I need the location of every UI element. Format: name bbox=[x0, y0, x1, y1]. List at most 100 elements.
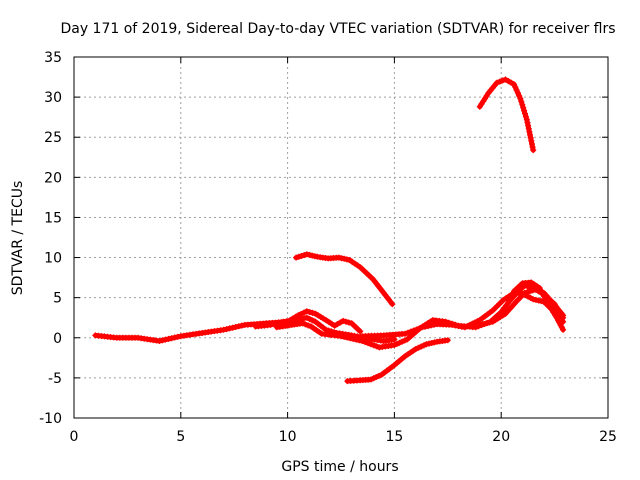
chart-title: Day 171 of 2019, Sidereal Day-to-day VTE… bbox=[60, 21, 615, 37]
data-point-marker bbox=[418, 343, 425, 350]
data-point-marker bbox=[512, 84, 519, 91]
data-point-marker bbox=[220, 326, 227, 333]
series-arc-9 bbox=[476, 76, 537, 154]
data-point-marker bbox=[370, 342, 377, 349]
data-point-marker bbox=[516, 92, 523, 99]
data-point-marker bbox=[356, 337, 363, 344]
y-tick-label: 5 bbox=[53, 291, 62, 307]
data-point-marker bbox=[235, 323, 242, 330]
data-point-marker bbox=[444, 337, 451, 344]
data-point-marker bbox=[344, 334, 351, 341]
data-point-marker bbox=[486, 319, 493, 326]
data-point-marker bbox=[270, 321, 277, 328]
data-point-marker bbox=[343, 318, 349, 325]
data-point-marker bbox=[496, 78, 503, 85]
data-point-marker bbox=[362, 339, 369, 346]
data-point-marker bbox=[529, 287, 536, 294]
data-point-marker bbox=[347, 335, 354, 342]
data-point-marker bbox=[410, 327, 417, 334]
data-point-marker bbox=[560, 326, 567, 333]
y-tick-label: 15 bbox=[44, 210, 62, 226]
data-point-marker bbox=[511, 81, 517, 88]
data-point-marker bbox=[375, 372, 382, 379]
data-point-marker bbox=[517, 95, 524, 102]
data-point-marker bbox=[350, 335, 357, 342]
series-arc-6 bbox=[511, 279, 567, 333]
y-tick-label: 35 bbox=[44, 50, 62, 66]
x-tick-label: 10 bbox=[279, 429, 297, 445]
data-point-marker bbox=[416, 325, 423, 332]
data-point-marker bbox=[367, 376, 374, 383]
x-axis-title: GPS time / hours bbox=[281, 459, 398, 475]
data-point-marker bbox=[267, 321, 274, 328]
data-series bbox=[92, 76, 567, 385]
data-point-marker bbox=[415, 344, 422, 351]
data-point-marker bbox=[527, 288, 533, 295]
data-point-marker bbox=[309, 317, 316, 324]
data-point-marker bbox=[560, 312, 567, 319]
y-tick-label: 30 bbox=[44, 90, 62, 106]
data-point-marker bbox=[229, 324, 236, 331]
data-point-marker bbox=[223, 326, 230, 333]
y-tick-label: 0 bbox=[53, 331, 62, 347]
data-point-marker bbox=[159, 337, 166, 344]
series-arc-7 bbox=[344, 337, 451, 385]
data-point-marker bbox=[476, 321, 483, 328]
data-point-marker bbox=[499, 77, 506, 84]
grid-lines bbox=[74, 57, 608, 418]
data-point-marker bbox=[529, 144, 536, 150]
x-tick-label: 20 bbox=[492, 429, 510, 445]
data-point-marker bbox=[431, 321, 438, 328]
y-axis-title: SDTVAR / TECUs bbox=[10, 181, 26, 296]
y-tick-label: -5 bbox=[48, 371, 62, 387]
data-point-marker bbox=[413, 326, 420, 333]
data-point-marker bbox=[373, 343, 380, 350]
data-point-marker bbox=[522, 113, 529, 120]
x-tick-label: 15 bbox=[385, 429, 403, 445]
data-point-marker bbox=[472, 324, 479, 331]
data-point-marker bbox=[165, 335, 172, 342]
data-point-marker bbox=[513, 87, 520, 94]
data-point-marker bbox=[305, 322, 312, 329]
data-point-marker bbox=[174, 333, 181, 340]
data-point-marker bbox=[407, 328, 414, 335]
data-point-marker bbox=[340, 317, 347, 324]
data-point-marker bbox=[298, 253, 305, 259]
data-point-marker bbox=[527, 131, 533, 138]
data-point-marker bbox=[530, 147, 537, 154]
data-point-marker bbox=[299, 320, 306, 327]
data-point-marker bbox=[493, 79, 500, 86]
data-point-marker bbox=[302, 321, 309, 328]
data-point-marker bbox=[521, 289, 528, 296]
y-tick-label: -10 bbox=[39, 411, 62, 427]
data-point-marker bbox=[404, 329, 411, 336]
data-point-marker bbox=[353, 336, 360, 343]
data-point-marker bbox=[367, 341, 374, 348]
data-point-marker bbox=[514, 89, 521, 96]
data-point-marker bbox=[373, 374, 380, 381]
data-point-marker bbox=[528, 137, 535, 144]
data-point-marker bbox=[168, 335, 175, 342]
data-point-marker bbox=[295, 253, 302, 260]
data-point-marker bbox=[323, 326, 329, 333]
data-point-marker bbox=[309, 309, 316, 316]
data-point-marker bbox=[162, 336, 169, 343]
data-point-marker bbox=[238, 322, 245, 329]
data-point-marker bbox=[525, 125, 532, 132]
data-point-marker bbox=[357, 328, 364, 335]
data-point-marker bbox=[391, 336, 398, 343]
data-point-marker bbox=[303, 308, 310, 315]
data-point-marker bbox=[521, 107, 528, 114]
data-point-marker bbox=[365, 340, 372, 347]
data-point-marker bbox=[156, 338, 163, 344]
axis-ticks: 0 5 10 15 20 25 -10 -5 0 5 10 15 20 25 30 35 bbox=[39, 50, 617, 445]
data-point-marker bbox=[293, 254, 300, 261]
x-tick-label: 0 bbox=[70, 429, 79, 445]
series-arc-4 bbox=[359, 289, 567, 340]
data-point-marker bbox=[523, 116, 530, 123]
data-point-marker bbox=[345, 319, 352, 326]
data-point-marker bbox=[226, 325, 233, 332]
data-point-marker bbox=[389, 301, 396, 308]
data-point-marker bbox=[480, 321, 486, 328]
